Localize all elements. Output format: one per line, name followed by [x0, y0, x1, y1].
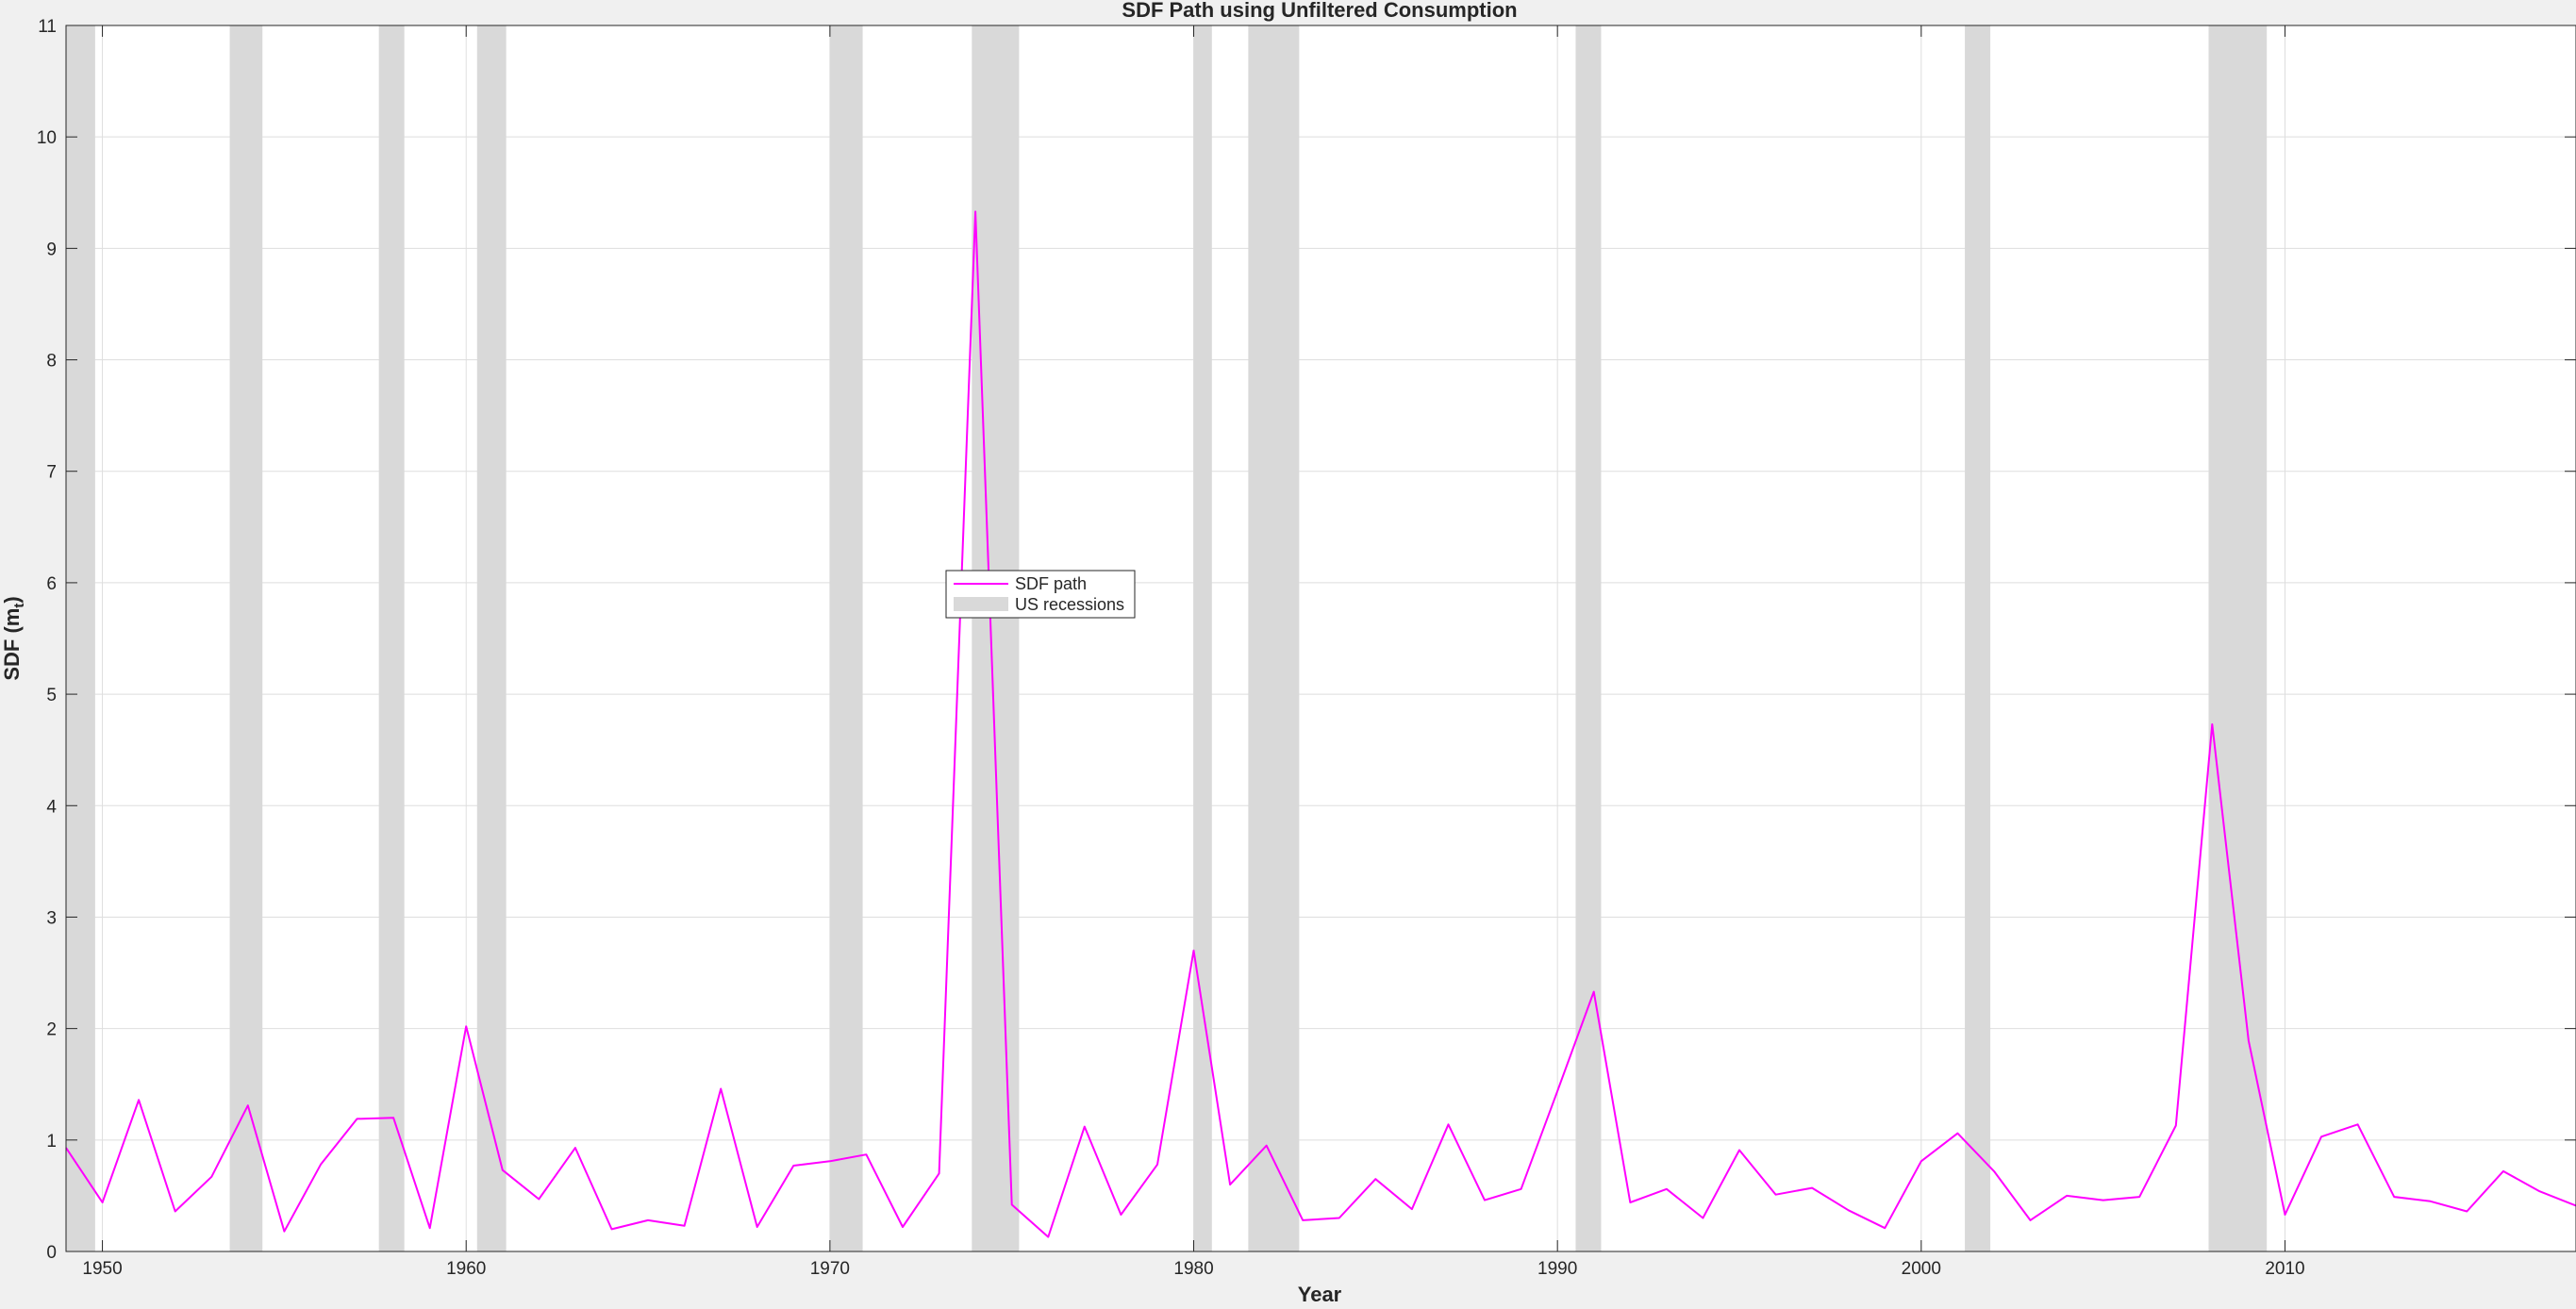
x-tick-label: 2000: [1902, 1259, 1941, 1279]
recession-band: [1575, 25, 1601, 1251]
y-tick-label: 6: [46, 574, 57, 594]
y-axis-label: SDF (mt): [0, 596, 27, 680]
x-tick-label: 1990: [1537, 1259, 1577, 1279]
recession-band: [477, 25, 507, 1251]
y-tick-label: 3: [46, 908, 57, 928]
y-tick-label: 5: [46, 686, 57, 705]
recession-band: [379, 25, 405, 1251]
y-axis-label-suffix: ): [0, 596, 24, 603]
recession-band: [1194, 25, 1212, 1251]
y-tick-label: 11: [38, 17, 57, 37]
y-tick-label: 10: [37, 128, 57, 148]
x-tick-label: 1970: [810, 1259, 850, 1279]
recession-band: [66, 25, 95, 1251]
y-tick-label: 1: [46, 1132, 57, 1152]
recession-band: [230, 25, 263, 1251]
x-tick-label: 2010: [2265, 1259, 2304, 1279]
y-tick-label: 2: [46, 1020, 57, 1040]
recession-band: [1248, 25, 1299, 1251]
y-tick-label: 8: [46, 352, 57, 372]
axes-background: [66, 25, 2576, 1251]
y-tick-label: 7: [46, 463, 57, 483]
recession-band: [972, 25, 1019, 1251]
recession-band: [2208, 25, 2267, 1251]
recession-band: [1965, 25, 1990, 1251]
y-tick-label: 9: [46, 240, 57, 259]
recession-band: [830, 25, 863, 1251]
legend-label-sdf-path: SDF path: [1015, 574, 1087, 593]
y-axis-label-main: SDF (m: [0, 608, 24, 681]
chart-title: SDF Path using Unfiltered Consumption: [1122, 0, 1517, 22]
y-tick-label: 0: [46, 1243, 57, 1263]
x-axis-label: Year: [1298, 1283, 1342, 1304]
x-tick-label: 1950: [82, 1259, 122, 1279]
y-tick-label: 4: [46, 797, 57, 817]
x-tick-label: 1960: [446, 1259, 486, 1279]
legend-patch-swatch: [954, 597, 1008, 611]
legend-label-us-recessions: US recessions: [1015, 595, 1124, 614]
x-tick-label: 1980: [1173, 1259, 1213, 1279]
legend[interactable]: SDF path US recessions: [946, 571, 1135, 618]
